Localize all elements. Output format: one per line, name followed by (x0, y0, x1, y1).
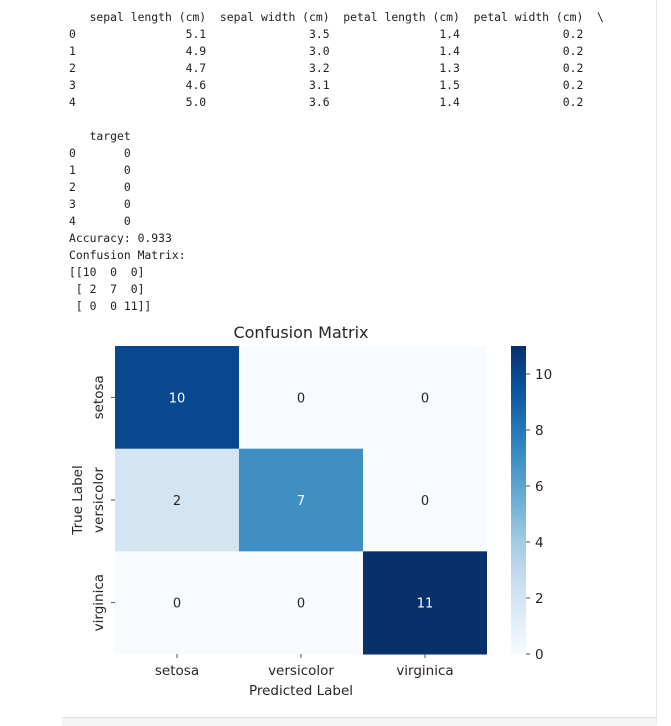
cell-output-text: sepal length (cm) sepal width (cm) petal… (69, 9, 604, 315)
x-tick-label: virginica (396, 663, 453, 679)
colorbar-tick-label: 6 (535, 479, 544, 495)
colorbar-tick-label: 10 (535, 367, 552, 383)
output-line: 2 4.7 3.2 1.3 0.2 (69, 61, 584, 75)
output-line: [ 2 7 0] (69, 282, 145, 296)
heatmap-cell (239, 346, 363, 450)
colorbar (511, 346, 526, 654)
x-tick-label: setosa (155, 663, 199, 679)
cell-value-label: 7 (297, 494, 305, 509)
x-tick-label: versicolor (268, 663, 334, 679)
output-line: 1 0 (69, 163, 131, 177)
y-tick-label: versicolor (91, 467, 107, 533)
cell-value-label: 0 (297, 391, 305, 406)
output-line: sepal length (cm) sepal width (cm) petal… (69, 10, 604, 24)
heatmap-cell (363, 346, 487, 450)
chart-title: Confusion Matrix (233, 323, 368, 342)
output-line: 2 0 (69, 180, 131, 194)
output-line: Confusion Matrix: (69, 248, 186, 262)
heatmap-cell (363, 448, 487, 552)
output-line: 0 0 (69, 146, 131, 160)
heatmap-cell (363, 551, 487, 655)
x-axis-label: Predicted Label (249, 683, 353, 699)
cell-value-label: 0 (173, 597, 181, 612)
colorbar-tick-label: 0 (535, 647, 544, 663)
cell-value-label: 2 (173, 494, 181, 509)
output-line: 3 4.6 3.1 1.5 0.2 (69, 78, 584, 92)
cell-value-label: 0 (421, 391, 429, 406)
heatmap-cell (239, 448, 363, 552)
notebook-right-border (656, 0, 657, 725)
output-line: 0 5.1 3.5 1.4 0.2 (69, 27, 584, 41)
heatmap-cell (115, 346, 239, 450)
output-line: [ 0 0 11]] (69, 299, 152, 313)
output-line: target (69, 129, 131, 143)
output-line: 4 0 (69, 214, 131, 228)
cell-gutter (0, 0, 62, 725)
output-line: Accuracy: 0.933 (69, 231, 172, 245)
cell-value-label: 0 (421, 494, 429, 509)
y-tick-label: setosa (91, 375, 107, 419)
y-tick-label: virginica (91, 574, 107, 631)
output-line: 1 4.9 3.0 1.4 0.2 (69, 44, 584, 58)
cell-value-label: 10 (169, 391, 186, 406)
cell-value-label: 11 (417, 597, 434, 612)
output-line: 4 5.0 3.6 1.4 0.2 (69, 95, 584, 109)
colorbar-tick-label: 4 (535, 535, 544, 551)
heatmap-cell (239, 551, 363, 655)
output-line: 3 0 (69, 197, 131, 211)
output-line: [[10 0 0] (69, 265, 145, 279)
heatmap-cell (115, 448, 239, 552)
colorbar-tick-label: 2 (535, 591, 544, 607)
y-axis-label: True Label (70, 465, 86, 535)
cell-value-label: 0 (297, 597, 305, 612)
next-cell[interactable] (62, 717, 656, 726)
heatmap-cell (115, 551, 239, 655)
colorbar-tick-label: 8 (535, 423, 544, 439)
